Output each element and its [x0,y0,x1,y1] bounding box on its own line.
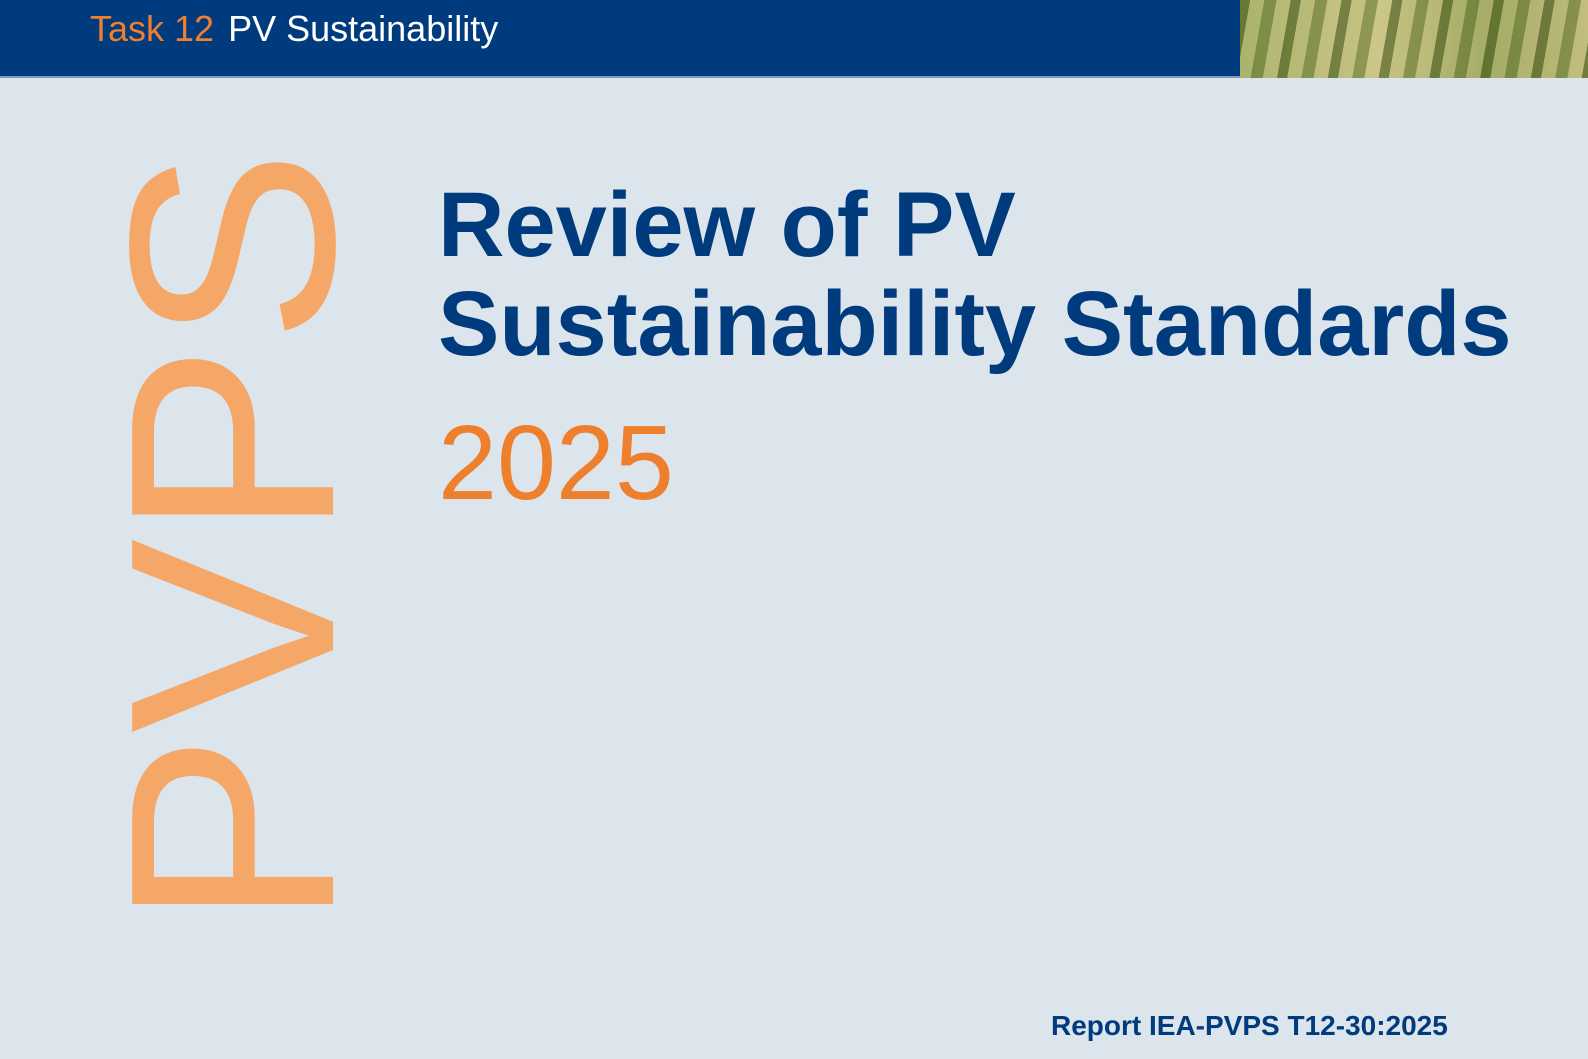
pvps-vertical-logo: PVPS [69,148,395,928]
title-line-2: Sustainability Standards [438,273,1512,375]
header-bar: Task 12 PV Sustainability [0,0,1240,78]
task-label: Task 12 [90,8,215,49]
pvps-logo-text: PVPS [69,148,395,928]
document-title: Review of PV Sustainability Standards [438,176,1512,374]
task-subtitle: PV Sustainability [228,8,499,49]
header-photo [1240,0,1588,78]
header-title: Task 12 PV Sustainability [90,8,498,50]
report-number: Report IEA-PVPS T12-30:2025 [1051,1010,1448,1041]
title-line-1: Review of PV [438,174,1016,276]
document-year: 2025 [438,404,674,522]
